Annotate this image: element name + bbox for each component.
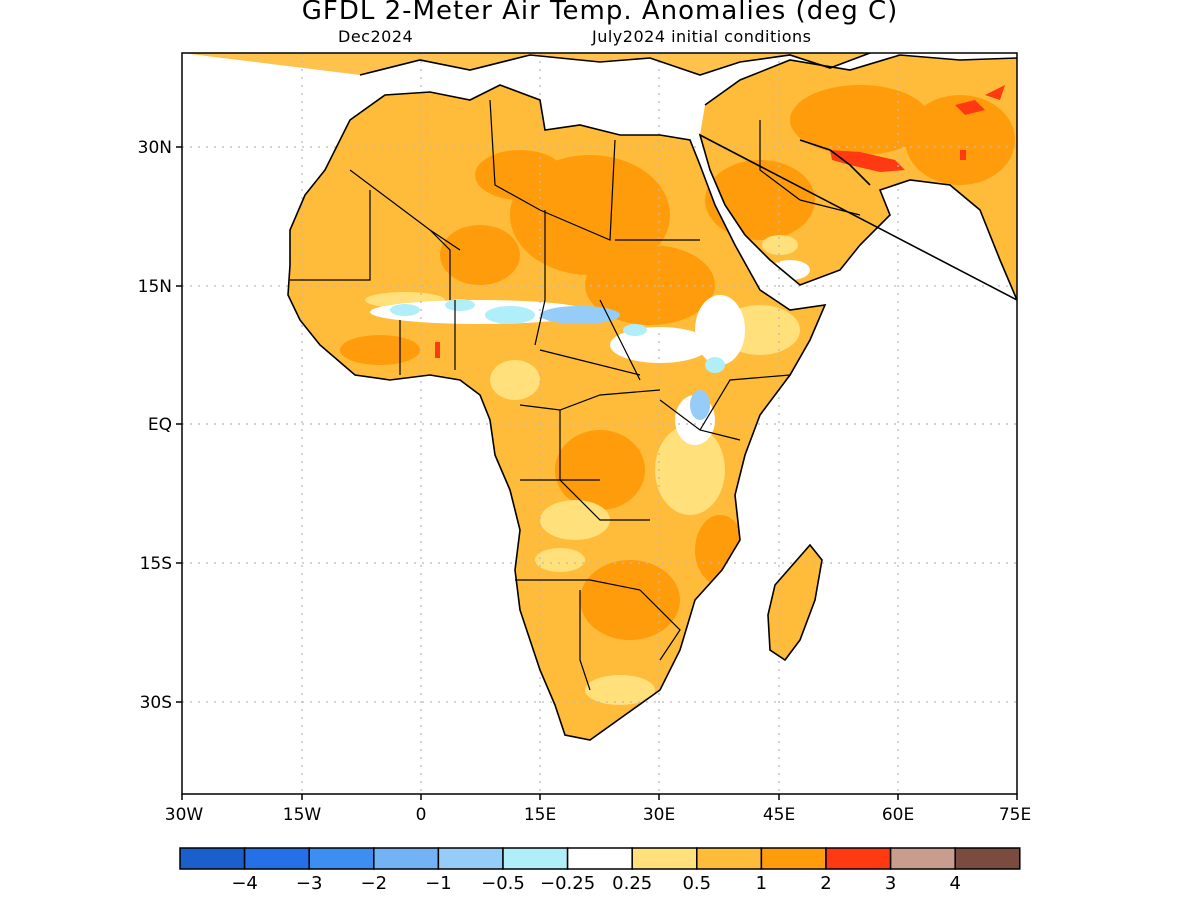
country-borders (290, 99, 861, 691)
anomaly-patches (340, 85, 1015, 705)
lon-label: 15W (283, 805, 322, 825)
lon-label: 45E (763, 805, 795, 825)
colorbar-label: 4 (949, 873, 960, 894)
map-subtitle-initial-conditions: July2024 initial conditions (592, 27, 812, 46)
colorbar-label: 0.5 (682, 873, 711, 894)
colorbar-label: 2 (820, 873, 831, 894)
lon-label: 30W (165, 805, 204, 825)
colorbar-swatch (373, 847, 440, 870)
colorbar-swatch (566, 847, 633, 870)
lat-label: 30S (140, 693, 172, 713)
colorbar-swatch (437, 847, 504, 870)
colorbar-swatch (243, 847, 310, 870)
colorbar-swatch (179, 847, 246, 870)
map-subtitle-date: Dec2024 (338, 27, 414, 46)
latitude-axis: 30N 15N EQ 15S 30S (138, 138, 182, 713)
colorbar-label: −4 (231, 873, 258, 894)
lat-label: 15N (138, 277, 172, 297)
map-title: GFDL 2-Meter Air Temp. Anomalies (deg C) (301, 0, 899, 26)
coastlines (287, 53, 1017, 741)
colorbar-swatch (631, 847, 698, 870)
colorbar-swatch (308, 847, 375, 870)
lat-label: 30N (138, 138, 172, 158)
longitude-axis: 30W 15W 0 15E 30E 45E 60E 75E (165, 794, 1031, 825)
colorbar-swatch (760, 847, 827, 870)
colorbar-label: −1 (425, 873, 452, 894)
colorbar-label: −2 (361, 873, 388, 894)
colorbar: −4 −3 −2 −1 −0.5 −0.25 0.25 0.5 1 2 3 4 (179, 847, 1021, 894)
colorbar-swatch (502, 847, 569, 870)
colorbar-swatch (889, 847, 956, 870)
colorbar-label: 1 (756, 873, 767, 894)
lon-label: 75E (999, 805, 1031, 825)
lon-label: 30E (643, 805, 675, 825)
colorbar-label: −3 (296, 873, 323, 894)
colorbar-label: −0.5 (481, 873, 525, 894)
colorbar-swatch (696, 847, 763, 870)
lon-label: 0 (416, 805, 427, 825)
colorbar-swatch (825, 847, 892, 870)
lon-label: 60E (882, 805, 914, 825)
colorbar-label: 3 (885, 873, 896, 894)
lat-label: 15S (140, 554, 172, 574)
lat-label: EQ (148, 415, 172, 435)
lon-label: 15E (524, 805, 556, 825)
colorbar-swatch (954, 847, 1021, 870)
colorbar-label: −0.25 (540, 873, 595, 894)
colorbar-label: 0.25 (612, 873, 652, 894)
